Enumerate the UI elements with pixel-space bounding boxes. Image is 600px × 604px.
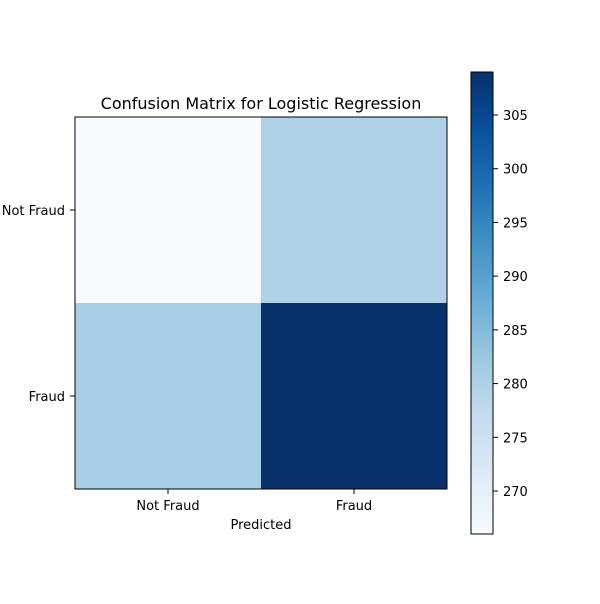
plot-frame (74, 116, 448, 490)
heatmap-cell (75, 303, 261, 489)
colorbar-tick-label: 275 (503, 431, 528, 446)
x-axis-label: Predicted (230, 518, 291, 533)
chart-title: Confusion Matrix for Logistic Regression (101, 94, 422, 113)
x-axis-ticks: Not Fraud Fraud (136, 489, 372, 514)
heatmap-cell (75, 117, 261, 303)
x-tick-label: Not Fraud (136, 499, 199, 514)
colorbar-gradient (470, 71, 494, 535)
colorbar-tick-label: 285 (503, 324, 528, 339)
colorbar-tick-label: 280 (503, 378, 528, 393)
colorbar-tick-label: 300 (503, 163, 528, 178)
heatmap-cell (261, 303, 447, 489)
colorbar-tick-label: 270 (503, 485, 528, 500)
colorbar-tick-label: 295 (503, 216, 528, 231)
heatmap-cell (261, 117, 447, 303)
colorbar-tick-label: 305 (503, 109, 528, 124)
y-axis-ticks: Not Fraud Fraud (2, 204, 75, 405)
y-tick-label: Fraud (29, 390, 65, 405)
colorbar: 270 275 280 285 290 295 300 305 (470, 71, 528, 535)
colorbar-tick-label: 290 (503, 270, 528, 285)
heatmap-cells (75, 117, 447, 489)
y-tick-label: Not Fraud (2, 204, 65, 219)
x-tick-label: Fraud (336, 499, 372, 514)
